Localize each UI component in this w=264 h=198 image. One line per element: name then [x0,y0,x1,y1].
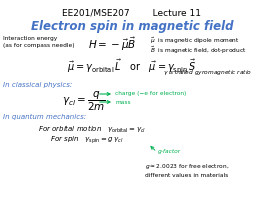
Text: For orbital motion   $\gamma_{\rm orbital} = \gamma_{cl}$: For orbital motion $\gamma_{\rm orbital}… [38,124,146,135]
Text: In quantum mechanics:: In quantum mechanics: [3,114,86,120]
Text: g-factor: g-factor [158,149,181,154]
Text: $\vec{B}$  is magnetic field, dot-product: $\vec{B}$ is magnetic field, dot-product [150,45,247,56]
Text: charge (−e for electron): charge (−e for electron) [115,91,186,96]
Text: $\vec{\mu} = \gamma_{\rm orbital}\,\vec{L}$   or   $\vec{\mu} = \gamma_{\rm spin: $\vec{\mu} = \gamma_{\rm orbital}\,\vec{… [67,57,197,75]
Text: $\vec{\mu}$  is magnetic dipole moment: $\vec{\mu}$ is magnetic dipole moment [150,36,240,46]
Text: Interaction energy
(as for compass needle): Interaction energy (as for compass needl… [3,36,75,48]
Text: mass: mass [115,100,131,105]
Text: $g \approx 2.0023$ for free electron,
different values in materials: $g \approx 2.0023$ for free electron, di… [145,162,229,178]
Text: Electron spin in magnetic field: Electron spin in magnetic field [31,20,233,33]
Text: In classical physics:: In classical physics: [3,82,72,88]
Text: EE201/MSE207        Lecture 11: EE201/MSE207 Lecture 11 [63,9,201,18]
Text: $\gamma_{cl} = \dfrac{q}{2m}$: $\gamma_{cl} = \dfrac{q}{2m}$ [62,90,106,113]
Text: $H = -\vec{\mu}\vec{B}$: $H = -\vec{\mu}\vec{B}$ [88,36,136,53]
Text: $\gamma$ is called gyromagnetic ratio: $\gamma$ is called gyromagnetic ratio [163,68,252,77]
Text: For spin   $\gamma_{\rm spin} = g\,\gamma_{cl}$: For spin $\gamma_{\rm spin} = g\,\gamma_… [50,134,123,146]
